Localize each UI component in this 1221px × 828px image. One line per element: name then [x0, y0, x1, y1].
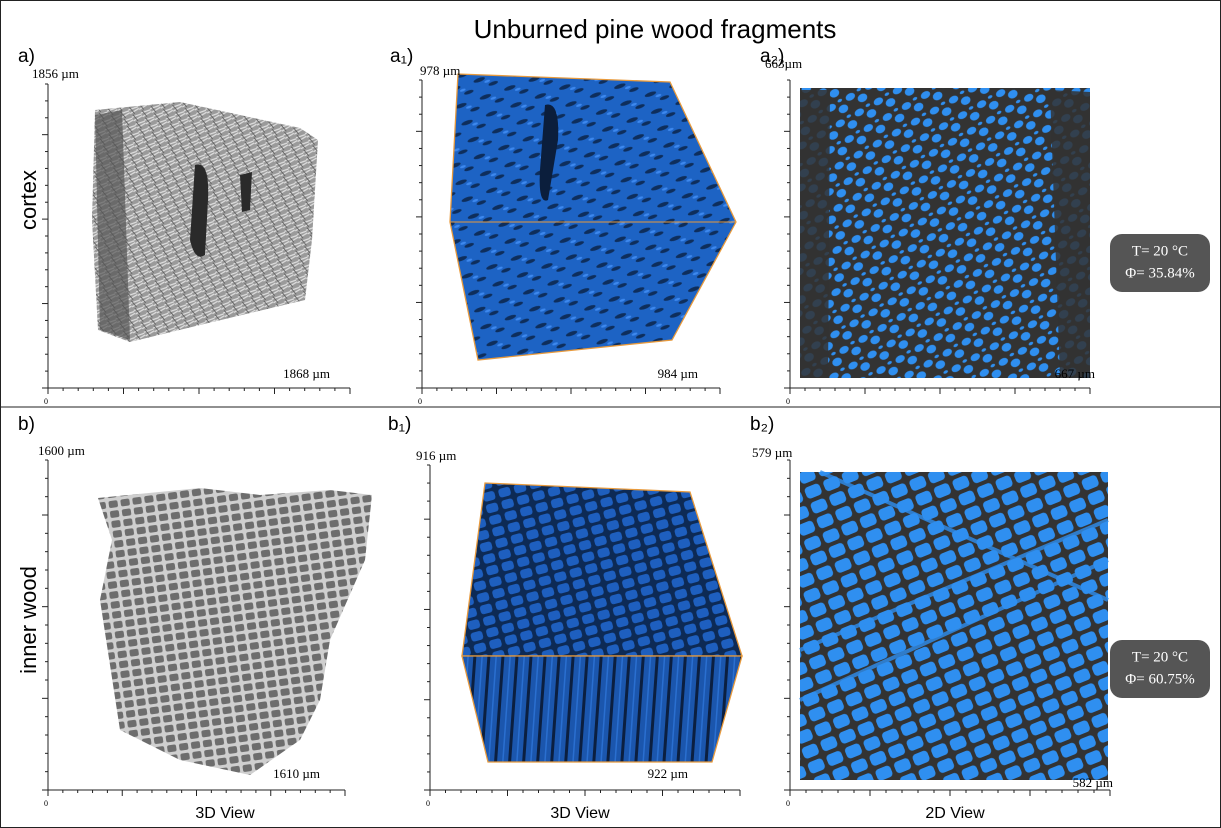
figure-title: Unburned pine wood fragments: [474, 14, 837, 44]
row-label: cortex: [16, 170, 41, 230]
origin-label: 0: [786, 397, 790, 406]
panel-id: a₁): [390, 46, 413, 67]
y-extent-label: 579 µm: [752, 445, 792, 460]
porosity: Φ= 60.75%: [1125, 671, 1194, 687]
blue-2d-slice: [800, 472, 1108, 780]
origin-label: 0: [44, 799, 48, 808]
origin-label: 0: [786, 799, 790, 808]
view-label: 3D View: [195, 805, 255, 822]
x-extent-label: 984 µm: [658, 366, 698, 381]
view-label: 3D View: [550, 805, 610, 822]
origin-label: 0: [44, 397, 48, 406]
y-extent-label: 663µm: [765, 56, 802, 71]
blue-3d-top-face: [462, 483, 742, 656]
y-extent-label: 1600 µm: [38, 443, 85, 458]
panel-id: b): [18, 414, 35, 435]
x-extent-label: 1868 µm: [283, 366, 330, 381]
porosity: Φ= 35.84%: [1125, 265, 1194, 281]
y-extent-label: 1856 µm: [32, 66, 79, 81]
y-extent-label: 978 µm: [420, 63, 460, 78]
view-label: 2D View: [925, 805, 985, 822]
temperature: T= 20 °C: [1132, 649, 1188, 665]
origin-label: 0: [418, 397, 422, 406]
panel-id: b₂): [750, 414, 774, 435]
x-extent-label: 667 µm: [1055, 366, 1095, 381]
panel-id: a): [18, 46, 35, 67]
origin-label: 0: [426, 799, 430, 808]
blue-3d-render: [450, 74, 736, 360]
temperature: T= 20 °C: [1132, 243, 1188, 259]
panel-id: b₁): [388, 414, 411, 435]
blue-3d-front-face: [462, 656, 742, 762]
y-extent-label: 916 µm: [416, 448, 456, 463]
row-label: inner wood: [16, 566, 41, 674]
x-extent-label: 922 µm: [648, 766, 688, 781]
x-extent-label: 1610 µm: [273, 766, 320, 781]
x-extent-label: 582 µm: [1073, 775, 1113, 790]
blue-2d-slice: [800, 88, 1090, 378]
gray-3d-render: [98, 488, 372, 775]
figure: Unburned pine wood fragments cortex inne…: [0, 0, 1221, 828]
